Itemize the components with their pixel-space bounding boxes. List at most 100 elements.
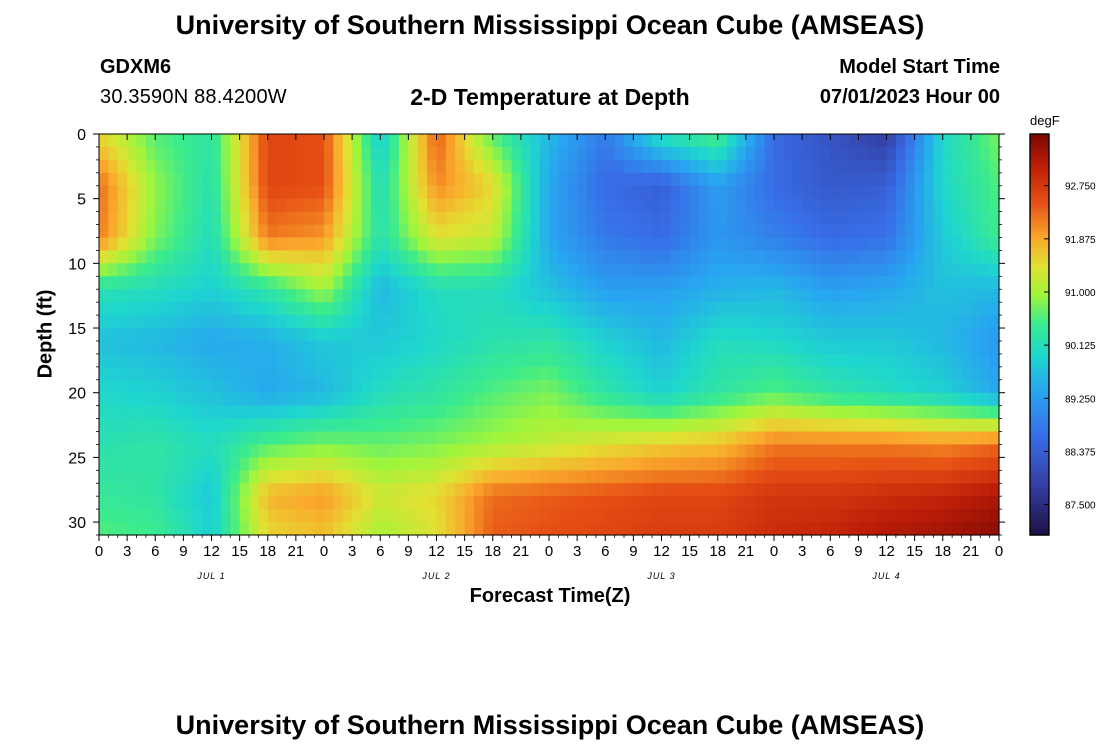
- heatmap-cell: [352, 457, 363, 471]
- heatmap-cell: [380, 457, 391, 471]
- heatmap-cell: [511, 340, 522, 355]
- heatmap-cell: [736, 340, 747, 355]
- colorbar-swatch: [1030, 448, 1049, 453]
- heatmap-cell: [952, 418, 963, 433]
- heatmap-cell: [192, 159, 203, 174]
- heatmap-cell: [802, 366, 813, 381]
- heatmap-cell: [277, 289, 288, 303]
- heatmap-cell: [680, 315, 691, 329]
- heatmap-cell: [633, 237, 644, 252]
- heatmap-cell: [145, 353, 156, 368]
- heatmap-cell: [614, 418, 625, 433]
- heatmap-cell: [399, 457, 409, 471]
- heatmap-cell: [736, 496, 747, 510]
- heatmap-cell: [895, 509, 906, 523]
- heatmap-cell: [933, 315, 944, 329]
- colorbar-swatch: [1030, 508, 1049, 513]
- heatmap-cell: [989, 185, 1000, 200]
- heatmap-cell: [961, 302, 972, 316]
- heatmap-cell: [202, 315, 213, 329]
- heatmap-cell: [867, 237, 878, 252]
- heatmap-cell: [483, 315, 494, 329]
- heatmap-cell: [352, 159, 363, 174]
- heatmap-cell: [220, 340, 231, 355]
- heatmap-cell: [577, 470, 588, 484]
- heatmap-cell: [174, 470, 184, 484]
- heatmap-cell: [445, 340, 456, 355]
- heatmap-cell: [689, 496, 700, 510]
- heatmap-cell: [108, 211, 119, 226]
- heatmap-cell: [352, 444, 363, 458]
- heatmap-cell: [342, 470, 353, 484]
- heatmap-cell: [117, 250, 128, 264]
- heatmap-cell: [314, 263, 325, 277]
- heatmap-cell: [567, 392, 578, 407]
- heatmap-cell: [249, 172, 259, 187]
- heatmap-cell: [267, 134, 278, 148]
- heatmap-cell: [642, 366, 653, 381]
- heatmap-cell: [624, 379, 634, 394]
- heatmap-cell: [661, 185, 672, 200]
- heatmap-cell: [230, 444, 241, 458]
- heatmap-cell: [389, 328, 400, 342]
- heatmap-cell: [324, 379, 334, 394]
- heatmap-cell: [736, 353, 747, 368]
- heatmap-cell: [680, 237, 691, 252]
- heatmap-cell: [342, 211, 353, 226]
- heatmap-cell: [558, 483, 569, 497]
- heatmap-cell: [633, 379, 644, 394]
- heatmap-cell: [783, 483, 794, 497]
- heatmap-cell: [858, 353, 869, 368]
- heatmap-cell: [380, 509, 391, 523]
- heatmap-cell: [961, 418, 972, 433]
- colorbar-swatch: [1030, 371, 1049, 376]
- heatmap-cell: [652, 418, 663, 433]
- heatmap-cell: [530, 224, 541, 239]
- heatmap-cell: [145, 146, 156, 161]
- heatmap-cell: [699, 405, 709, 420]
- heatmap-cell: [267, 353, 278, 368]
- heatmap-cell: [145, 237, 156, 252]
- heatmap-cell: [249, 289, 259, 303]
- heatmap-cell: [277, 509, 288, 523]
- heatmap-cell: [614, 522, 625, 536]
- heatmap-cell: [211, 522, 222, 536]
- heatmap-cell: [333, 418, 344, 433]
- heatmap-cell: [192, 366, 203, 381]
- heatmap-cell: [717, 224, 728, 239]
- heatmap-cell: [670, 198, 681, 213]
- heatmap-cell: [136, 224, 147, 239]
- heatmap-cell: [464, 405, 475, 420]
- heatmap-cell: [295, 392, 306, 407]
- heatmap-cell: [558, 353, 569, 368]
- heatmap-cell: [155, 392, 166, 407]
- heatmap-cell: [595, 237, 606, 252]
- heatmap-cell: [755, 392, 766, 407]
- heatmap-cell: [127, 315, 138, 329]
- heatmap-cell: [689, 289, 700, 303]
- heatmap-cell: [558, 328, 569, 342]
- heatmap-cell: [605, 276, 616, 290]
- heatmap-cell: [389, 509, 400, 523]
- heatmap-cell: [192, 289, 203, 303]
- heatmap-cell: [661, 263, 672, 277]
- heatmap-cell: [361, 263, 372, 277]
- heatmap-cell: [502, 198, 513, 213]
- heatmap-cell: [164, 457, 175, 471]
- heatmap-cell: [483, 302, 494, 316]
- heatmap-cell: [99, 276, 109, 290]
- heatmap-cell: [99, 366, 109, 381]
- heatmap-cell: [239, 134, 250, 148]
- heatmap-cell: [295, 483, 306, 497]
- heatmap-cell: [689, 172, 700, 187]
- y-tick-label: 25: [68, 450, 86, 467]
- heatmap-cell: [230, 302, 241, 316]
- heatmap-cell: [249, 250, 259, 264]
- heatmap-cell: [445, 224, 456, 239]
- heatmap-cell: [989, 418, 1000, 433]
- heatmap-cell: [642, 134, 653, 148]
- heatmap-cell: [539, 263, 550, 277]
- heatmap-cell: [127, 237, 138, 252]
- heatmap-cell: [370, 431, 381, 446]
- heatmap-cell: [408, 522, 419, 536]
